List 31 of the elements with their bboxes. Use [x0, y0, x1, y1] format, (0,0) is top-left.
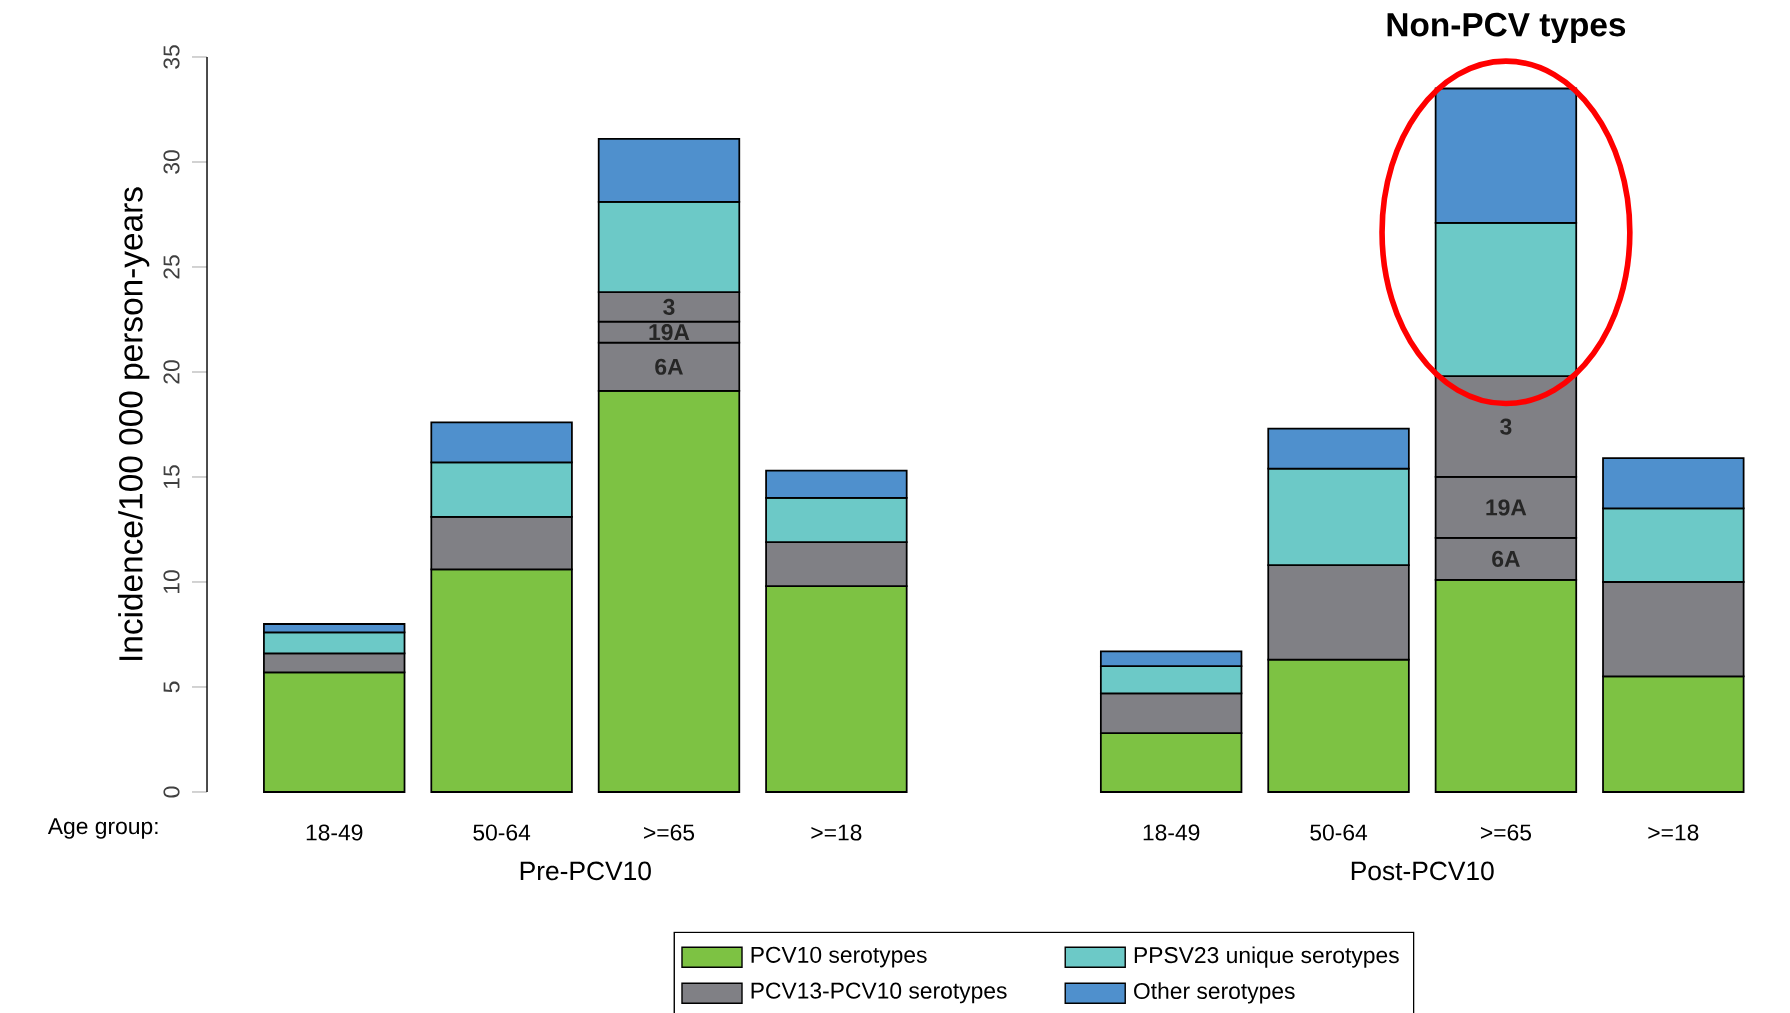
y-tick-label: 30	[163, 150, 180, 174]
x-tick-label: 50-64	[1310, 824, 1368, 841]
y-tick-label: 0	[163, 786, 180, 798]
x-tick-label: >=65	[644, 824, 695, 841]
x-tick-label: 18-49	[306, 824, 363, 841]
y-axis-title: Incidence/100 000 person-years	[118, 187, 150, 660]
legend-label: PPSV23 unique serotypes	[1134, 946, 1399, 968]
y-tick-label: 10	[163, 570, 180, 593]
series-label: 19A	[649, 324, 690, 341]
text: 3	[1500, 418, 1512, 435]
text: Pre-PCV10	[520, 861, 651, 881]
x-tick-label: 18-49	[1143, 824, 1200, 841]
text: Non-PCV types	[1387, 12, 1626, 44]
y-tick-label: 15	[163, 465, 180, 488]
x-tick-label: >=65	[1480, 824, 1532, 841]
y-tick-label: 20	[163, 360, 180, 384]
legend-label: Other serotypes	[1134, 982, 1295, 1004]
text: Post-PCV10	[1351, 861, 1494, 881]
text: 6A	[655, 358, 683, 375]
legend-label: PCV13-PCV10 serotypes	[751, 982, 1007, 1004]
x-tick-label: >=18	[811, 824, 862, 841]
text: 19A	[1486, 499, 1527, 516]
series-label: 3	[663, 298, 675, 316]
y-tick-label: 35	[163, 45, 180, 69]
series-label: 6A	[1492, 550, 1520, 567]
y-tick-label: 5	[163, 681, 180, 693]
legend-label: PCV10 serotypes	[751, 946, 927, 968]
x-axis-title: Age group:	[47, 818, 158, 839]
x-tick-label: 50-64	[473, 824, 531, 841]
x-tick-label: >=18	[1648, 824, 1699, 841]
y-tick-label: 25	[163, 255, 180, 279]
